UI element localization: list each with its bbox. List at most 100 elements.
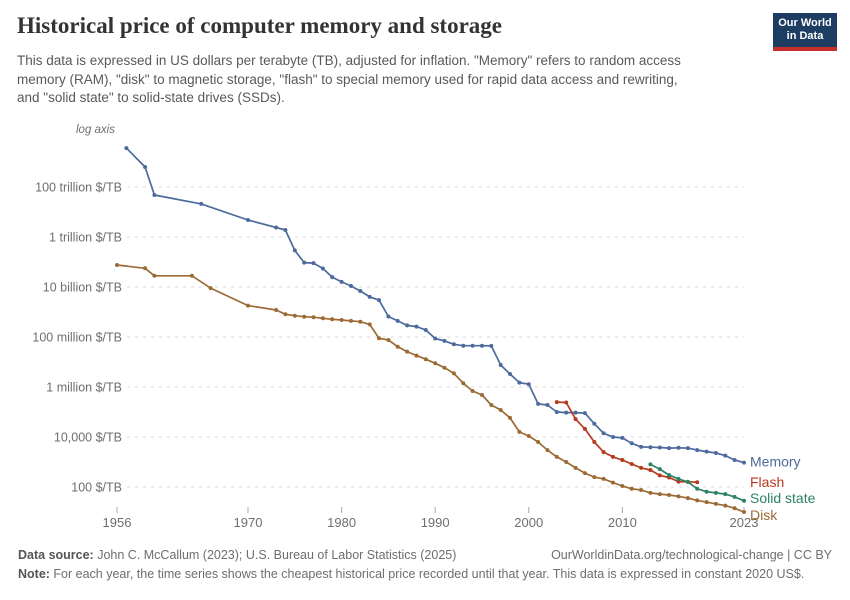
data-point-disk[interactable]	[405, 349, 410, 354]
data-point-disk[interactable]	[554, 454, 559, 459]
data-point-flash[interactable]	[657, 473, 662, 478]
data-point-memory[interactable]	[489, 343, 494, 348]
data-point-solid-state[interactable]	[713, 490, 718, 495]
footer-link[interactable]: OurWorldinData.org/technological-change …	[551, 548, 832, 562]
data-point-memory[interactable]	[451, 342, 456, 347]
data-point-memory[interactable]	[732, 458, 737, 462]
data-point-solid-state[interactable]	[667, 473, 672, 478]
data-point-disk[interactable]	[395, 344, 400, 349]
data-point-disk[interactable]	[517, 429, 522, 434]
data-point-memory[interactable]	[367, 294, 372, 299]
data-point-disk[interactable]	[423, 357, 428, 362]
data-point-memory[interactable]	[601, 431, 606, 436]
data-point-memory[interactable]	[480, 343, 484, 348]
data-point-memory[interactable]	[292, 248, 297, 253]
data-point-disk[interactable]	[283, 312, 288, 317]
data-point-disk[interactable]	[695, 498, 700, 503]
data-point-disk[interactable]	[667, 493, 672, 497]
data-point-memory[interactable]	[283, 228, 288, 232]
data-point-disk[interactable]	[526, 434, 531, 438]
data-point-disk[interactable]	[732, 506, 737, 511]
data-point-memory[interactable]	[676, 445, 681, 450]
data-point-disk[interactable]	[611, 480, 615, 485]
data-point-disk[interactable]	[311, 315, 316, 320]
data-point-flash[interactable]	[592, 440, 597, 444]
data-point-memory[interactable]	[685, 446, 690, 451]
data-point-solid-state[interactable]	[657, 467, 662, 472]
data-point-solid-state[interactable]	[695, 486, 700, 491]
series-label-solid-state[interactable]: Solid state	[750, 490, 816, 506]
data-point-disk[interactable]	[339, 318, 344, 322]
data-point-memory[interactable]	[246, 218, 250, 222]
data-point-disk[interactable]	[414, 353, 419, 358]
data-point-memory[interactable]	[704, 449, 709, 454]
data-point-memory[interactable]	[573, 410, 578, 415]
data-point-flash[interactable]	[639, 465, 644, 470]
data-point-memory[interactable]	[545, 403, 550, 407]
data-point-disk[interactable]	[536, 440, 541, 444]
data-point-memory[interactable]	[339, 279, 344, 284]
data-point-memory[interactable]	[564, 410, 569, 415]
data-point-solid-state[interactable]	[732, 494, 737, 499]
data-point-solid-state[interactable]	[685, 479, 690, 484]
series-line-flash[interactable]	[555, 401, 699, 484]
data-point-memory[interactable]	[611, 435, 615, 439]
data-point-disk[interactable]	[386, 338, 391, 342]
data-point-memory[interactable]	[582, 411, 587, 416]
data-point-flash[interactable]	[564, 400, 569, 405]
data-point-memory[interactable]	[629, 441, 634, 446]
data-point-disk[interactable]	[657, 492, 662, 497]
data-point-disk[interactable]	[143, 266, 148, 271]
data-point-memory[interactable]	[667, 446, 672, 451]
series-label-flash[interactable]: Flash	[750, 474, 784, 490]
data-point-disk[interactable]	[208, 286, 213, 291]
data-point-disk[interactable]	[246, 303, 250, 308]
series-line-disk[interactable]	[116, 264, 745, 513]
data-point-flash[interactable]	[573, 417, 578, 422]
data-point-memory[interactable]	[498, 363, 503, 367]
data-point-disk[interactable]	[320, 316, 325, 321]
data-point-memory[interactable]	[639, 444, 644, 449]
data-point-flash[interactable]	[582, 426, 587, 431]
data-point-memory[interactable]	[592, 421, 597, 426]
data-point-disk[interactable]	[115, 263, 119, 267]
data-point-disk[interactable]	[489, 403, 494, 407]
data-point-flash[interactable]	[554, 400, 559, 405]
data-point-disk[interactable]	[564, 460, 569, 464]
owid-logo[interactable]: Our World in Data	[773, 13, 837, 51]
data-point-memory[interactable]	[695, 448, 700, 453]
data-point-memory[interactable]	[274, 225, 279, 230]
data-point-memory[interactable]	[517, 380, 522, 385]
data-point-flash[interactable]	[629, 462, 634, 466]
data-point-disk[interactable]	[451, 371, 456, 376]
data-point-disk[interactable]	[470, 389, 475, 393]
data-point-flash[interactable]	[695, 480, 700, 485]
data-point-memory[interactable]	[330, 275, 335, 280]
series-label-memory[interactable]: Memory	[750, 454, 801, 470]
data-point-disk[interactable]	[620, 484, 625, 488]
data-point-disk[interactable]	[713, 501, 718, 506]
data-point-disk[interactable]	[582, 471, 587, 476]
data-point-flash[interactable]	[611, 454, 615, 459]
data-point-disk[interactable]	[704, 500, 709, 505]
data-point-disk[interactable]	[685, 496, 690, 501]
data-point-memory[interactable]	[395, 318, 400, 323]
data-point-disk[interactable]	[742, 510, 746, 514]
data-point-disk[interactable]	[601, 476, 606, 481]
data-point-disk[interactable]	[330, 317, 335, 322]
data-point-memory[interactable]	[405, 323, 410, 328]
data-point-memory[interactable]	[152, 193, 157, 197]
data-point-disk[interactable]	[573, 465, 578, 470]
data-point-memory[interactable]	[377, 298, 381, 303]
data-point-memory[interactable]	[143, 165, 148, 169]
data-point-memory[interactable]	[508, 372, 512, 376]
data-point-memory[interactable]	[742, 460, 746, 465]
data-point-memory[interactable]	[526, 382, 531, 387]
data-point-memory[interactable]	[349, 284, 353, 288]
data-point-disk[interactable]	[723, 503, 728, 508]
data-point-solid-state[interactable]	[723, 492, 728, 497]
data-point-disk[interactable]	[292, 313, 297, 318]
data-point-memory[interactable]	[320, 266, 325, 271]
data-point-disk[interactable]	[274, 308, 279, 312]
data-point-memory[interactable]	[302, 260, 307, 265]
